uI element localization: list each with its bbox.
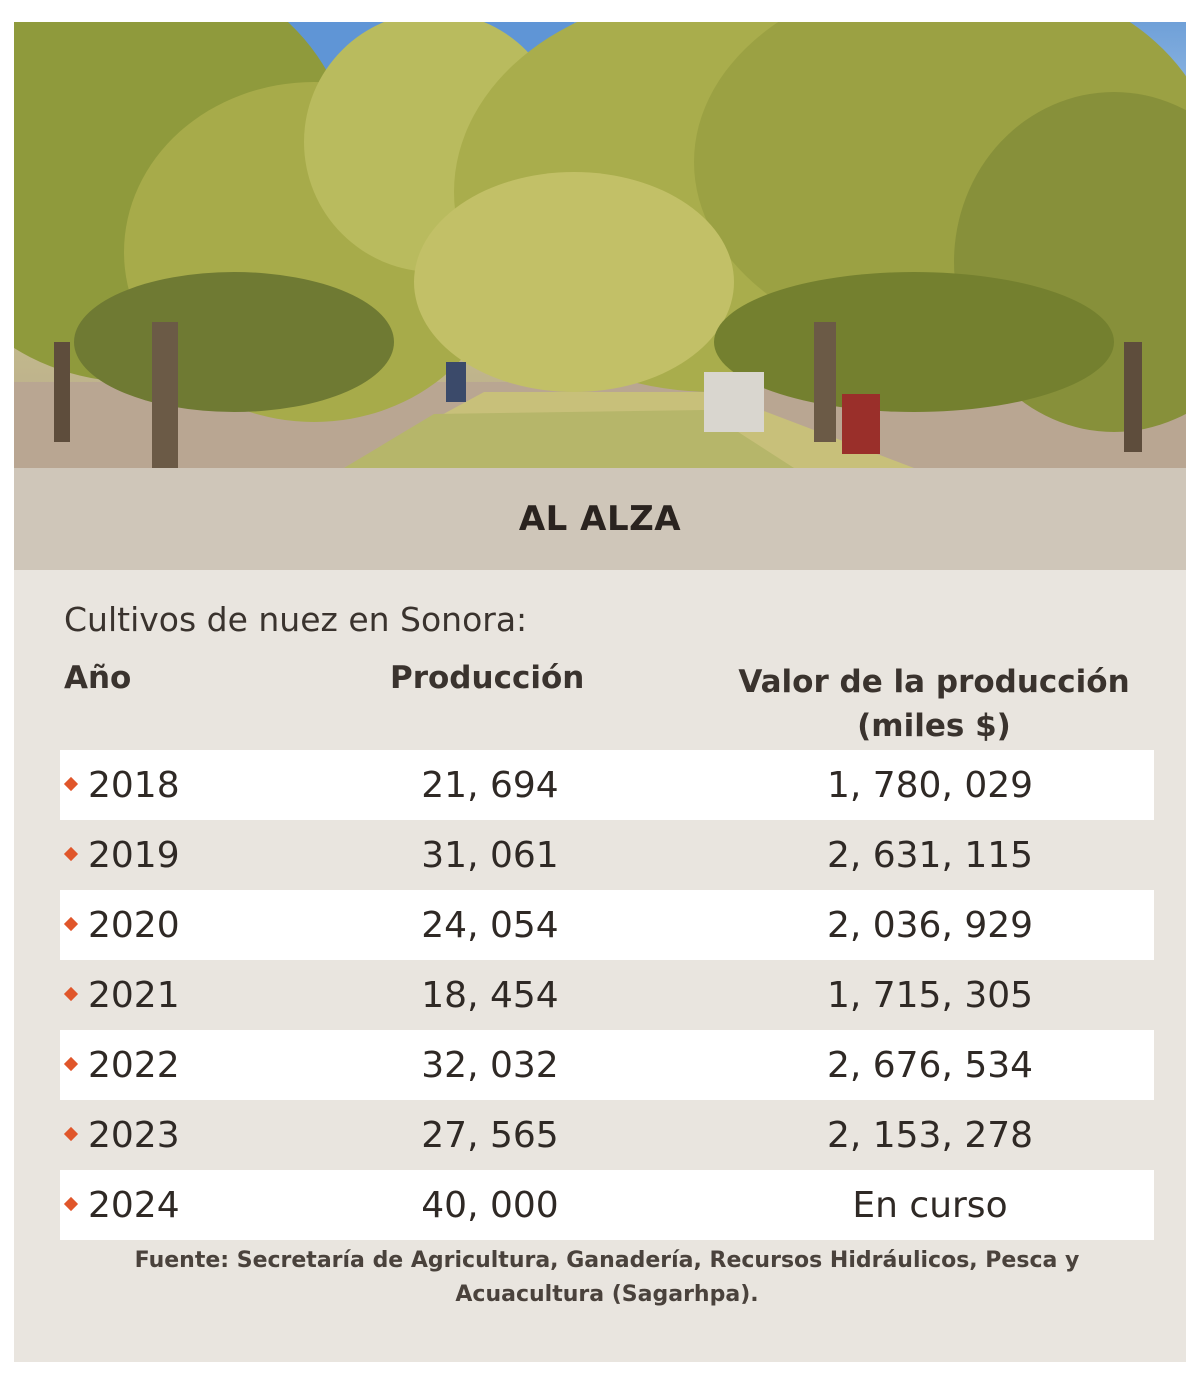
row-value: 2, 631, 115	[826, 834, 1034, 876]
pecan-orchard-photo	[14, 22, 1186, 468]
row-year: 2021	[88, 974, 180, 1016]
bullet-diamond-icon	[63, 1056, 79, 1072]
row-production: 40, 000	[421, 1184, 559, 1226]
row-year: 2023	[88, 1114, 180, 1156]
row-production: 21, 694	[421, 764, 559, 806]
row-value: 1, 715, 305	[826, 974, 1034, 1016]
row-value: 1, 780, 029	[826, 764, 1034, 806]
data-table: 2018 21, 694 1, 780, 029 2019 31, 061 2,…	[60, 750, 1154, 1240]
table-row: 2022 32, 032 2, 676, 534	[60, 1030, 1154, 1100]
table-subtitle: Cultivos de nuez en Sonora:	[64, 600, 528, 639]
row-production: 32, 032	[421, 1044, 559, 1086]
row-production: 27, 565	[421, 1114, 559, 1156]
header-production: Producción	[390, 660, 585, 696]
header-value: Valor de la producción (miles $)	[738, 664, 1130, 744]
infographic-title: AL ALZA	[518, 499, 682, 539]
row-year: 2022	[88, 1044, 180, 1086]
source-note: Fuente: Secretaría de Agricultura, Ganad…	[134, 1248, 1080, 1307]
orchard-illustration	[14, 22, 1186, 468]
bullet-diamond-icon	[63, 1126, 79, 1142]
row-production: 18, 454	[421, 974, 559, 1016]
row-year: 2020	[88, 904, 180, 946]
row-production: 24, 054	[421, 904, 559, 946]
table-row: 2024 40, 000 En curso	[60, 1170, 1154, 1240]
bullet-diamond-icon	[63, 916, 79, 932]
row-value: 2, 676, 534	[826, 1044, 1034, 1086]
table-row: 2020 24, 054 2, 036, 929	[60, 890, 1154, 960]
row-year: 2018	[88, 764, 180, 806]
row-year: 2024	[88, 1184, 180, 1226]
row-production: 31, 061	[421, 834, 559, 876]
bullet-diamond-icon	[63, 1196, 79, 1212]
table-row: 2023 27, 565 2, 153, 278	[60, 1100, 1154, 1170]
row-year: 2019	[88, 834, 180, 876]
row-value: 2, 153, 278	[826, 1114, 1034, 1156]
infographic-card: AL ALZA Cultivos de nuez en Sonora: Año …	[14, 22, 1186, 1362]
table-row: 2019 31, 061 2, 631, 115	[60, 820, 1154, 890]
table-row: 2018 21, 694 1, 780, 029	[60, 750, 1154, 820]
bullet-diamond-icon	[63, 846, 79, 862]
title-banner: AL ALZA	[14, 468, 1186, 570]
bullet-diamond-icon	[63, 986, 79, 1002]
row-value: 2, 036, 929	[826, 904, 1034, 946]
bullet-diamond-icon	[63, 776, 79, 792]
table-row: 2021 18, 454 1, 715, 305	[60, 960, 1154, 1030]
header-year: Año	[64, 660, 132, 696]
row-value: En curso	[852, 1184, 1008, 1226]
